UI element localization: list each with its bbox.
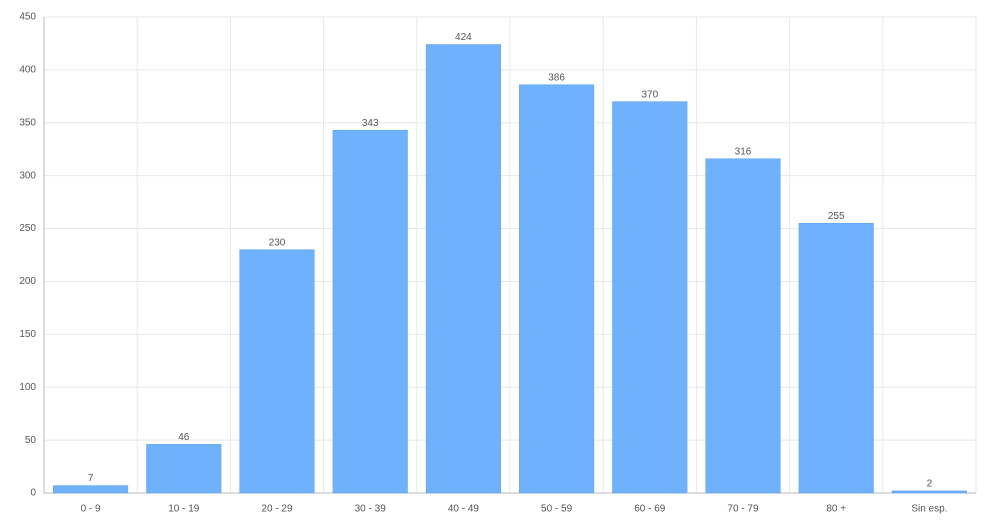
y-tick-label: 200 [19,276,36,287]
bar [891,490,967,494]
bar [798,223,874,494]
y-tick-label: 450 [19,12,36,23]
x-tick-label: Sin esp. [911,504,947,515]
bar [519,84,595,494]
x-tick-label: 20 - 29 [261,504,293,515]
data-label: 7 [88,473,94,484]
bar [146,444,222,494]
data-label: 370 [641,89,658,100]
bar [332,129,408,494]
y-tick-label: 0 [30,488,36,499]
bar [239,249,315,494]
y-tick-label: 150 [19,329,36,340]
data-label: 343 [362,118,379,129]
y-tick-label: 50 [25,435,37,446]
x-tick-label: 70 - 79 [727,504,759,515]
x-tick-label: 30 - 39 [355,504,387,515]
data-label: 424 [455,32,472,43]
data-label: 386 [548,72,565,83]
bar [53,485,129,494]
x-tick-label: 0 - 9 [81,504,101,515]
bar [612,101,688,494]
y-tick-label: 250 [19,223,36,234]
x-tick-label: 40 - 49 [448,504,480,515]
y-tick-label: 300 [19,170,36,181]
data-label: 2 [927,479,933,490]
y-tick-label: 350 [19,117,36,128]
x-tick-label: 50 - 59 [541,504,573,515]
data-label: 316 [735,146,752,157]
bar [425,44,501,494]
x-tick-label: 80 + [826,504,846,515]
y-tick-label: 400 [19,65,36,76]
x-tick-label: 10 - 19 [168,504,200,515]
data-label: 230 [269,237,286,248]
bar [705,158,781,494]
x-tick-label: 60 - 69 [634,504,666,515]
data-label: 255 [828,211,845,222]
data-label: 46 [178,432,190,443]
y-tick-label: 100 [19,382,36,393]
